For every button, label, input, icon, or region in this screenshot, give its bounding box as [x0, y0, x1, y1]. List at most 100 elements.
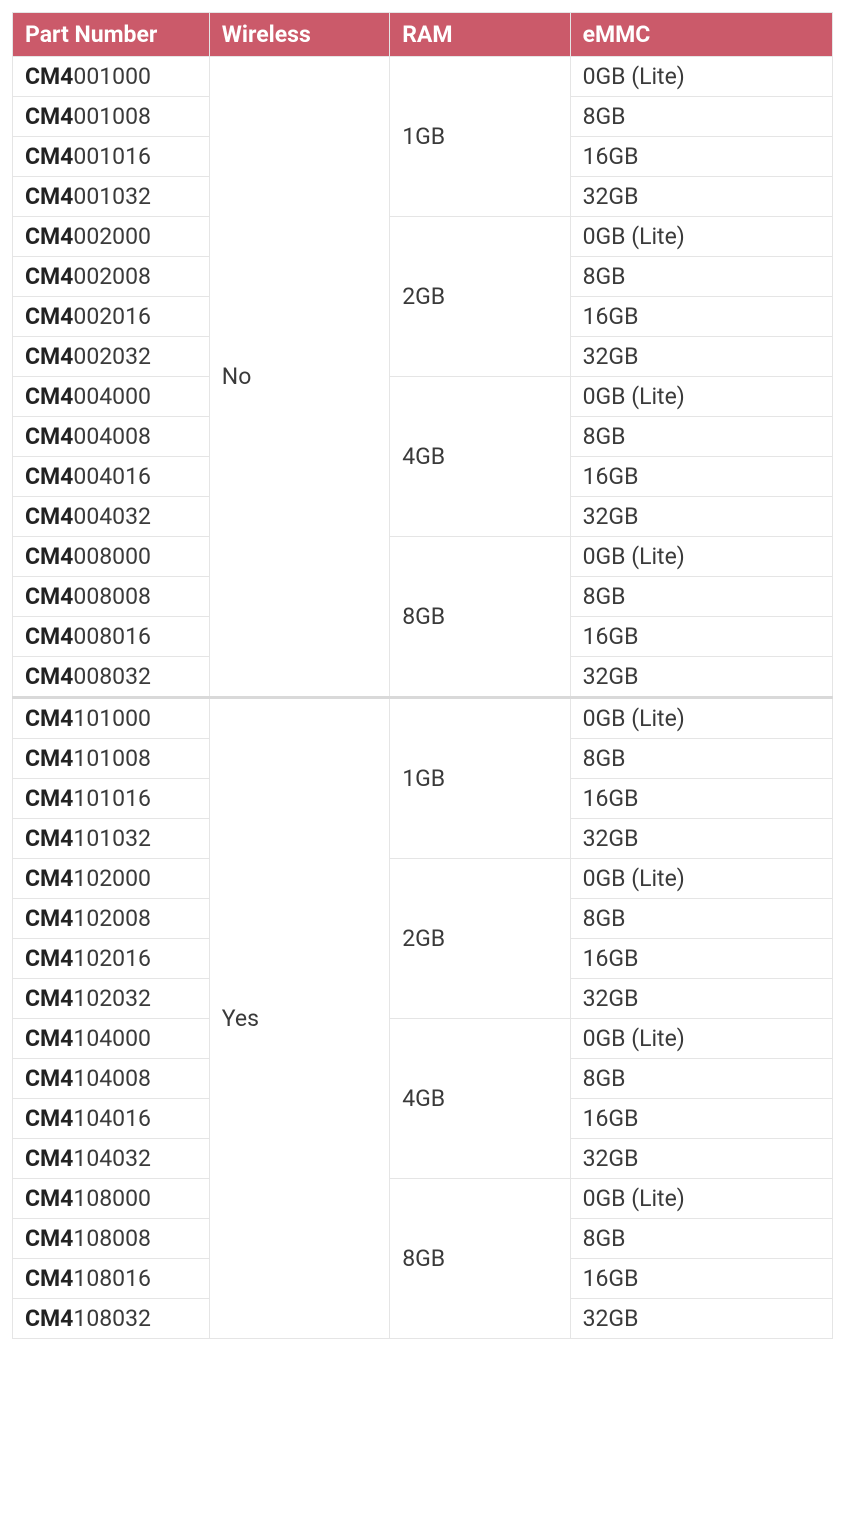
cell-part-number: CM4108016	[13, 1259, 210, 1299]
table-row: CM40020002GB0GB (Lite)	[13, 217, 833, 257]
part-number-prefix: CM4	[25, 63, 73, 90]
cell-part-number: CM4008016	[13, 617, 210, 657]
cell-part-number: CM4104000	[13, 1019, 210, 1059]
part-number-prefix: CM4	[25, 583, 73, 610]
part-number-prefix: CM4	[25, 785, 73, 812]
cell-emmc: 0GB (Lite)	[570, 217, 832, 257]
cell-part-number: CM4102008	[13, 899, 210, 939]
part-number-prefix: CM4	[25, 1105, 73, 1132]
cell-emmc: 0GB (Lite)	[570, 1019, 832, 1059]
cell-ram: 2GB	[390, 859, 570, 1019]
cell-emmc: 0GB (Lite)	[570, 698, 832, 739]
part-number-suffix: 004008	[73, 423, 151, 450]
part-number-suffix: 101032	[73, 825, 151, 852]
part-number-suffix: 004032	[73, 503, 151, 530]
cell-emmc: 32GB	[570, 1299, 832, 1339]
cell-part-number: CM4008008	[13, 577, 210, 617]
cell-part-number: CM4008032	[13, 657, 210, 698]
part-number-suffix: 008032	[73, 663, 151, 690]
part-number-prefix: CM4	[25, 103, 73, 130]
cell-part-number: CM4002008	[13, 257, 210, 297]
cell-emmc: 16GB	[570, 457, 832, 497]
col-header-part-number: Part Number	[13, 13, 210, 57]
part-number-suffix: 002008	[73, 263, 151, 290]
part-number-prefix: CM4	[25, 1025, 73, 1052]
part-number-prefix: CM4	[25, 223, 73, 250]
cell-emmc: 32GB	[570, 497, 832, 537]
part-number-prefix: CM4	[25, 343, 73, 370]
cell-part-number: CM4101000	[13, 698, 210, 739]
cell-ram: 1GB	[390, 57, 570, 217]
part-number-suffix: 001016	[73, 143, 151, 170]
cell-part-number: CM4101032	[13, 819, 210, 859]
cell-ram: 8GB	[390, 537, 570, 698]
part-number-prefix: CM4	[25, 423, 73, 450]
cell-emmc: 32GB	[570, 819, 832, 859]
cell-emmc: 8GB	[570, 577, 832, 617]
cell-emmc: 16GB	[570, 617, 832, 657]
cell-part-number: CM4004000	[13, 377, 210, 417]
part-number-prefix: CM4	[25, 1305, 73, 1332]
cell-ram: 4GB	[390, 1019, 570, 1179]
cell-emmc: 0GB (Lite)	[570, 1179, 832, 1219]
part-number-prefix: CM4	[25, 663, 73, 690]
cell-wireless: Yes	[209, 698, 389, 1339]
part-number-suffix: 104032	[73, 1145, 151, 1172]
part-number-prefix: CM4	[25, 263, 73, 290]
cell-wireless: No	[209, 57, 389, 698]
cell-emmc: 8GB	[570, 1219, 832, 1259]
part-number-prefix: CM4	[25, 143, 73, 170]
cell-emmc: 0GB (Lite)	[570, 859, 832, 899]
part-number-suffix: 101000	[73, 705, 151, 732]
part-number-prefix: CM4	[25, 985, 73, 1012]
part-number-prefix: CM4	[25, 543, 73, 570]
cell-emmc: 8GB	[570, 899, 832, 939]
part-number-prefix: CM4	[25, 905, 73, 932]
cell-emmc: 16GB	[570, 297, 832, 337]
cell-part-number: CM4004008	[13, 417, 210, 457]
part-number-table: Part Number Wireless RAM eMMC CM4001000N…	[12, 12, 833, 1339]
part-number-prefix: CM4	[25, 383, 73, 410]
cell-emmc: 8GB	[570, 97, 832, 137]
cell-part-number: CM4008000	[13, 537, 210, 577]
part-number-prefix: CM4	[25, 865, 73, 892]
table-row: CM40040004GB0GB (Lite)	[13, 377, 833, 417]
part-number-suffix: 102000	[73, 865, 151, 892]
cell-part-number: CM4104008	[13, 1059, 210, 1099]
part-number-prefix: CM4	[25, 1145, 73, 1172]
part-number-suffix: 004000	[73, 383, 151, 410]
table-row: CM40080008GB0GB (Lite)	[13, 537, 833, 577]
part-number-prefix: CM4	[25, 1265, 73, 1292]
part-number-suffix: 101016	[73, 785, 151, 812]
part-number-suffix: 102016	[73, 945, 151, 972]
part-number-suffix: 108000	[73, 1185, 151, 1212]
cell-emmc: 0GB (Lite)	[570, 57, 832, 97]
col-header-wireless: Wireless	[209, 13, 389, 57]
part-number-suffix: 108008	[73, 1225, 151, 1252]
cell-emmc: 16GB	[570, 1099, 832, 1139]
cell-part-number: CM4108032	[13, 1299, 210, 1339]
table-header-row: Part Number Wireless RAM eMMC	[13, 13, 833, 57]
part-number-prefix: CM4	[25, 1065, 73, 1092]
part-number-suffix: 102008	[73, 905, 151, 932]
cell-ram: 1GB	[390, 698, 570, 859]
part-number-suffix: 108016	[73, 1265, 151, 1292]
part-number-prefix: CM4	[25, 623, 73, 650]
cell-emmc: 16GB	[570, 939, 832, 979]
cell-part-number: CM4001000	[13, 57, 210, 97]
cell-part-number: CM4001008	[13, 97, 210, 137]
part-number-prefix: CM4	[25, 705, 73, 732]
cell-emmc: 16GB	[570, 779, 832, 819]
table-row: CM4101000Yes1GB0GB (Lite)	[13, 698, 833, 739]
cell-emmc: 16GB	[570, 137, 832, 177]
cell-part-number: CM4102032	[13, 979, 210, 1019]
cell-emmc: 32GB	[570, 979, 832, 1019]
cell-emmc: 0GB (Lite)	[570, 377, 832, 417]
part-number-suffix: 108032	[73, 1305, 151, 1332]
col-header-ram: RAM	[390, 13, 570, 57]
part-number-prefix: CM4	[25, 745, 73, 772]
part-number-suffix: 001008	[73, 103, 151, 130]
cell-emmc: 8GB	[570, 417, 832, 457]
cell-part-number: CM4002016	[13, 297, 210, 337]
cell-part-number: CM4004032	[13, 497, 210, 537]
